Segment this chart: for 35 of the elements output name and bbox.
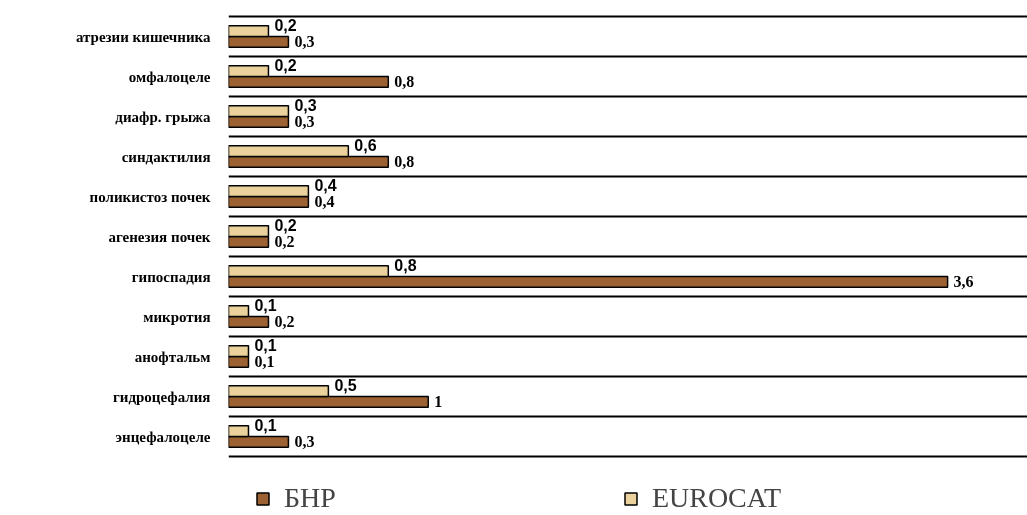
y-tick-label: анофтальм — [134, 348, 211, 365]
data-label: 0,2 — [274, 233, 295, 251]
data-label: 0,3 — [294, 33, 315, 51]
data-label: 0,2 — [274, 16, 297, 34]
y-tick-label: микротия — [143, 308, 211, 325]
legend-label: БНР — [284, 482, 336, 514]
data-label: 0,8 — [394, 73, 415, 91]
data-label: 0,6 — [354, 136, 377, 154]
data-label: 0,3 — [294, 113, 315, 131]
data-label: 0,2 — [274, 56, 297, 74]
y-tick-label: гидроцефалия — [112, 388, 211, 405]
data-label: 0,8 — [394, 153, 415, 171]
data-label: 0,2 — [274, 216, 297, 234]
data-label: 3,6 — [953, 273, 974, 291]
y-tick-label: омфалоцеле — [128, 68, 211, 85]
legend-label: EUROCAT — [651, 482, 781, 514]
data-label: 0,3 — [294, 96, 317, 114]
data-label: 0,1 — [254, 296, 277, 314]
data-label: 1 — [434, 393, 443, 411]
data-label: 0,3 — [294, 433, 315, 451]
data-label: 0,1 — [254, 336, 277, 354]
data-label: 0,2 — [274, 313, 295, 331]
y-tick-label: гипоспадия — [131, 268, 211, 285]
y-tick-label: синдактилия — [121, 148, 211, 165]
data-label: 0,4 — [314, 176, 337, 194]
data-label: 0,1 — [254, 416, 277, 434]
y-tick-label: диафр. грыжа — [115, 108, 211, 125]
y-tick-label: атрезии кишечника — [75, 28, 211, 45]
data-label: 0,4 — [314, 193, 335, 211]
y-tick-label: энцефалоцеле — [115, 428, 211, 445]
data-label: 0,1 — [254, 353, 275, 371]
data-label: 0,5 — [334, 376, 357, 394]
y-tick-label: агенезия почек — [108, 228, 211, 245]
y-tick-label: поликистоз почек — [89, 188, 211, 205]
data-label: 0,8 — [394, 256, 417, 274]
